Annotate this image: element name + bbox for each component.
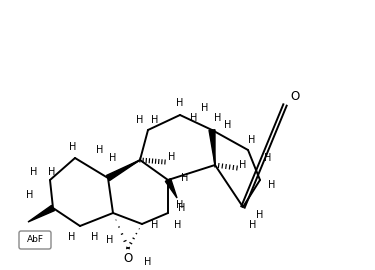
- Text: H: H: [110, 153, 117, 163]
- Polygon shape: [209, 130, 215, 165]
- Text: H: H: [239, 160, 247, 170]
- Text: H: H: [178, 203, 186, 213]
- Text: H: H: [151, 220, 159, 230]
- Text: H: H: [256, 210, 264, 220]
- Text: H: H: [176, 200, 184, 210]
- Text: H: H: [151, 115, 159, 125]
- Text: H: H: [48, 167, 55, 177]
- Text: H: H: [69, 142, 76, 152]
- Text: H: H: [30, 167, 38, 177]
- Text: H: H: [106, 235, 114, 245]
- Text: H: H: [264, 153, 272, 163]
- Text: H: H: [176, 98, 184, 108]
- Polygon shape: [165, 179, 177, 198]
- Text: O: O: [290, 90, 300, 103]
- Text: H: H: [268, 180, 276, 190]
- Text: H: H: [201, 103, 208, 113]
- Text: H: H: [249, 220, 256, 230]
- Text: H: H: [26, 190, 34, 200]
- Text: H: H: [96, 145, 104, 155]
- Text: H: H: [190, 113, 198, 123]
- Text: H: H: [174, 220, 182, 230]
- Text: H: H: [224, 120, 232, 130]
- Text: H: H: [68, 232, 76, 242]
- FancyBboxPatch shape: [19, 231, 51, 249]
- Text: H: H: [214, 113, 222, 123]
- Text: H: H: [248, 135, 256, 145]
- Text: H: H: [168, 152, 176, 162]
- Text: H: H: [144, 257, 152, 267]
- Polygon shape: [28, 205, 54, 222]
- Text: H: H: [92, 232, 99, 242]
- Text: H: H: [182, 173, 189, 183]
- Text: AbF: AbF: [27, 235, 44, 245]
- Text: O: O: [123, 252, 133, 265]
- Polygon shape: [106, 160, 140, 181]
- Text: H: H: [136, 115, 144, 125]
